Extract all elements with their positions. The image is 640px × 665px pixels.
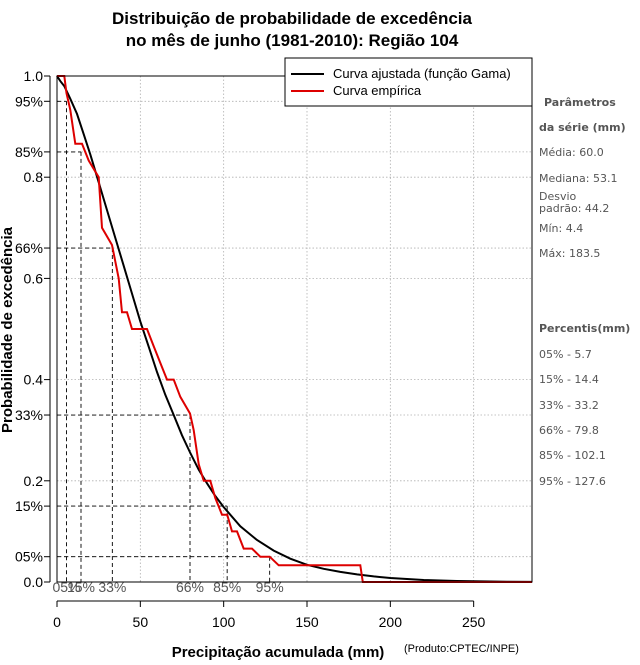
- percentile-axis-label: 66%: [176, 579, 204, 595]
- stat-min: Mín: 4.4: [539, 222, 584, 235]
- y-tick-label: 0.8: [24, 169, 44, 185]
- percentile-axis-label: 15%: [67, 579, 95, 595]
- percentile-axis-label: 05%: [52, 579, 80, 595]
- percentile-66: 66% - 79.8: [539, 424, 599, 437]
- x-tick-label: 100: [212, 614, 236, 630]
- y-tick-label: 05%: [15, 549, 43, 565]
- percentile-axis-label: 85%: [213, 579, 241, 595]
- y-tick-label: 0.2: [24, 473, 44, 489]
- y-tick-label: 15%: [15, 498, 43, 514]
- y-tick-label: 0.4: [24, 372, 44, 388]
- x-axis-label: Precipitação acumulada (mm): [172, 644, 385, 660]
- percentiles-title: Percentis(mm): [539, 322, 631, 335]
- stat-median: Mediana: 53.1: [539, 172, 618, 185]
- x-tick-label: 250: [462, 614, 486, 630]
- legend: Curva ajustada (função Gama) Curva empíri…: [284, 57, 533, 107]
- y-tick-label: 85%: [15, 144, 43, 160]
- legend-label: Curva ajustada (função Gama): [333, 66, 511, 81]
- legend-label: Curva empírica: [333, 83, 422, 98]
- y-axis-label: Probabilidade de excedência: [0, 226, 16, 433]
- x-tick-label: 200: [379, 614, 403, 630]
- percentile-labels: 05%15% 33% 66% 85% 95%: [52, 579, 283, 595]
- y-tick-label: 33%: [15, 407, 43, 423]
- percentile-axis-label: 33%: [98, 579, 126, 595]
- percentile-33: 33% - 33.2: [539, 399, 599, 412]
- y-tick-label: 0.6: [24, 270, 44, 286]
- params-title: Parâmetros: [544, 96, 616, 109]
- percentile-85: 85% - 102.1: [539, 449, 606, 462]
- y-tick-label: 66%: [15, 240, 43, 256]
- curves: [56, 75, 533, 583]
- x-tick-label: 0: [53, 614, 61, 630]
- y-tick-label: 0.0: [24, 574, 44, 590]
- percentile-axis-label: 95%: [256, 579, 284, 595]
- percentile-95: 95% - 127.6: [539, 475, 606, 488]
- legend-box: [284, 57, 533, 107]
- percentile-15: 15% - 14.4: [539, 373, 599, 386]
- y-tick-label: 95%: [15, 93, 43, 109]
- percentile-guides: [57, 100, 271, 582]
- y-tick-label: 1.0: [24, 68, 44, 84]
- stat-mean: Média: 60.0: [539, 146, 604, 159]
- x-tick-label: 150: [295, 614, 319, 630]
- percentile-05: 05% - 5.7: [539, 348, 592, 361]
- params-subtitle: da série (mm): [539, 121, 626, 134]
- credit-text: (Produto:CPTEC/INPE): [404, 643, 519, 655]
- stat-std: Desvio padrão: 44.2: [539, 190, 610, 215]
- chart-title-line-2: no mês de junho (1981-2010): Região 104: [126, 31, 459, 50]
- y-axis: 1.0 95% 85% 0.8 66% 0.6 0.4 33% 0.2 15% 05% 0.0: [15, 68, 51, 590]
- empirical-curve: [57, 75, 532, 583]
- x-tick-label: 50: [133, 614, 149, 630]
- x-axis: 0 50 100 150 200 250: [53, 600, 486, 630]
- stat-max: Máx: 183.5: [539, 247, 601, 260]
- chart-title-line-1: Distribuição de probabilidade de excedên…: [112, 9, 472, 28]
